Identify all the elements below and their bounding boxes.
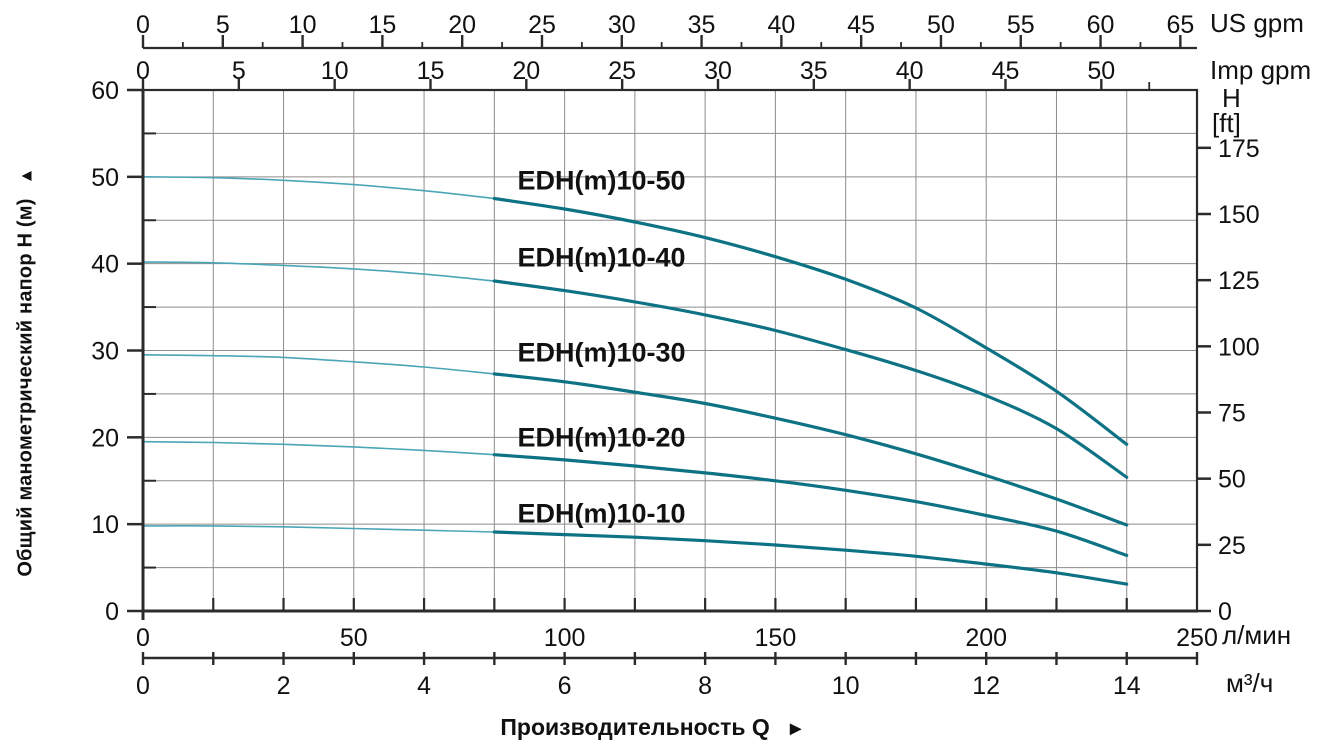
left-axis-title: Общий манометрический напор H (м) ▲	[15, 167, 38, 576]
curve-label-EDH(m)10-10: EDH(m)10-10	[518, 498, 686, 528]
flow-m3h-tick-label: 2	[277, 672, 291, 700]
imp-gpm-tick-label: 45	[992, 57, 1020, 85]
left-axis-tick-label: 0	[105, 598, 119, 626]
curve-label-EDH(m)10-40: EDH(m)10-40	[518, 242, 686, 272]
us-gpm-tick-label: 5	[216, 11, 230, 39]
imp-gpm-tick-label: 35	[800, 57, 828, 85]
imp-gpm-tick-label: 20	[512, 57, 540, 85]
left-axis-title-text: Общий манометрический напор H (м)	[14, 198, 37, 577]
flow-m3h-tick-label: 14	[1113, 672, 1141, 700]
head-ft-unit-label-ft: [ft]	[1212, 108, 1241, 138]
left-axis-tick-label: 30	[91, 338, 119, 366]
right-axis-tick-label: 25	[1218, 532, 1246, 560]
us-gpm-tick-label: 35	[688, 11, 716, 39]
right-axis-tick-label: 75	[1218, 399, 1246, 427]
flow-m3h-tick-label: 0	[136, 672, 150, 700]
flow-m3h-tick-label: 8	[698, 672, 712, 700]
pump-curve-thin-EDH(m)10-20	[142, 440, 496, 456]
pump-curve-thin-EDH(m)10-10	[142, 525, 496, 533]
head-ft-unit-label-h: H	[1222, 83, 1241, 113]
right-axis-tick-label: 0	[1218, 598, 1232, 626]
flow-m3h-tick-label: 6	[558, 672, 572, 700]
us-gpm-tick-label: 15	[368, 11, 396, 39]
us-gpm-tick-label: 65	[1166, 11, 1194, 39]
imp-gpm-tick-label: 50	[1087, 57, 1115, 85]
flow-lmin-tick-label: 250	[1176, 624, 1218, 652]
us-gpm-tick-label: 25	[528, 11, 556, 39]
left-axis-tick-label: 50	[91, 164, 119, 192]
us-gpm-unit-label: US gpm	[1210, 8, 1304, 38]
right-axis-tick-label: 100	[1218, 333, 1260, 361]
us-gpm-tick-label: 40	[767, 11, 795, 39]
pump-curve-thin-EDH(m)10-30	[142, 354, 496, 375]
up-arrow-icon: ▲	[16, 167, 36, 185]
imp-gpm-tick-label: 25	[608, 57, 636, 85]
flow-m3h-tick-label: 10	[832, 672, 860, 700]
flow-lmin-tick-label: 50	[340, 624, 368, 652]
curve-label-EDH(m)10-20: EDH(m)10-20	[518, 422, 686, 452]
curve-label-EDH(m)10-50: EDH(m)10-50	[518, 165, 686, 195]
flow-m3h-unit-label: м³/ч	[1226, 668, 1274, 698]
imp-gpm-tick-label: 5	[232, 57, 246, 85]
imp-gpm-tick-label: 10	[321, 57, 349, 85]
imp-gpm-tick-label: 15	[417, 57, 445, 85]
pump-curve-bold-EDH(m)10-40	[492, 279, 1129, 479]
flow-lmin-tick-label: 100	[544, 624, 586, 652]
bottom-axis-title-text: Производительность Q	[500, 714, 770, 740]
flow-m3h-tick-label: 4	[417, 672, 431, 700]
us-gpm-tick-label: 30	[608, 11, 636, 39]
flow-lmin-unit-label: л/мин	[1222, 620, 1292, 650]
pump-curve-bold-EDH(m)10-20	[492, 453, 1129, 557]
pump-curve-bold-EDH(m)10-10	[492, 530, 1129, 586]
left-axis-tick-label: 40	[91, 251, 119, 279]
curve-label-EDH(m)10-30: EDH(m)10-30	[518, 337, 686, 367]
flow-lmin-tick-label: 150	[755, 624, 797, 652]
pump-curve-bold-EDH(m)10-50	[492, 196, 1129, 446]
us-gpm-tick-label: 10	[289, 11, 317, 39]
us-gpm-tick-label: 0	[136, 11, 150, 39]
us-gpm-tick-label: 45	[847, 11, 875, 39]
flow-m3h-tick-label: 12	[972, 672, 1000, 700]
imp-gpm-tick-label: 40	[896, 57, 924, 85]
imp-gpm-unit-label: Imp gpm	[1210, 55, 1312, 85]
pump-curve-thin-EDH(m)10-40	[142, 261, 496, 282]
left-axis-tick-label: 10	[91, 511, 119, 539]
us-gpm-tick-label: 50	[927, 11, 955, 39]
imp-gpm-tick-label: 30	[704, 57, 732, 85]
us-gpm-tick-label: 20	[448, 11, 476, 39]
flow-lmin-tick-label: 200	[965, 624, 1007, 652]
flow-lmin-tick-label: 0	[136, 624, 150, 652]
right-axis-tick-label: 175	[1218, 135, 1260, 163]
us-gpm-tick-label: 60	[1087, 11, 1115, 39]
right-axis-tick-label: 125	[1218, 267, 1260, 295]
pump-curve-bold-EDH(m)10-30	[492, 372, 1129, 527]
us-gpm-tick-label: 55	[1007, 11, 1035, 39]
left-axis-tick-label: 20	[91, 424, 119, 452]
left-axis-tick-label: 60	[91, 77, 119, 105]
right-axis-tick-label: 150	[1218, 201, 1260, 229]
right-arrow-icon: ►	[785, 718, 806, 740]
pump-curve-thin-EDH(m)10-50	[142, 176, 496, 200]
right-axis-tick-label: 50	[1218, 466, 1246, 494]
imp-gpm-tick-label: 0	[136, 57, 150, 85]
bottom-axis-title: Производительность Q ►	[143, 714, 1163, 741]
